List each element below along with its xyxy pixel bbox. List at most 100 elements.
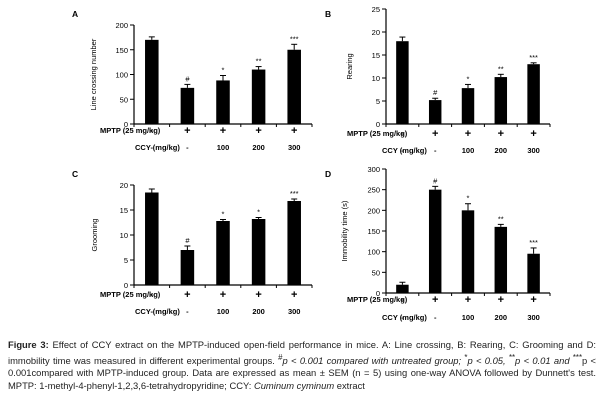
- mptp-value: +: [530, 294, 536, 306]
- significance-marker: ***: [529, 53, 538, 62]
- ccy-value: 200: [252, 143, 265, 152]
- mptp-value: +: [432, 128, 438, 140]
- bar: [145, 39, 159, 124]
- ccy-value: -: [434, 146, 437, 155]
- y-axis-title: Line crossing number: [89, 38, 98, 110]
- mptp-value: -: [401, 295, 404, 304]
- y-tick-label: 150: [115, 46, 128, 55]
- mptp-value: -: [150, 126, 153, 135]
- ccy-value: -: [151, 143, 154, 152]
- mptp-value: -: [401, 129, 404, 138]
- figure-caption: Figure 3: Effect of CCY extract on the M…: [8, 339, 596, 393]
- y-axis-title: Immobility time (s): [340, 200, 349, 261]
- caption-sig3-symbol: **: [508, 352, 516, 362]
- mptp-value: +: [255, 289, 261, 301]
- y-tick-label: 20: [120, 181, 128, 190]
- ccy-value: 100: [217, 307, 230, 316]
- y-tick-label: 300: [367, 165, 380, 174]
- caption-species: Cuminum cyminum: [253, 379, 335, 391]
- bar: [494, 226, 508, 293]
- significance-marker: **: [256, 57, 262, 66]
- ccy-value: 300: [288, 143, 301, 152]
- mptp-row-label: MPTP (25 mg/kg): [100, 290, 161, 299]
- significance-marker: *: [222, 210, 225, 219]
- mptp-row-label: MPTP (25 mg/kg): [347, 129, 408, 138]
- panel-letter: B: [325, 9, 331, 19]
- significance-marker: ***: [529, 238, 538, 247]
- y-tick-label: 5: [124, 256, 128, 265]
- bar: [287, 201, 301, 285]
- mptp-row-label: MPTP (25 mg/kg): [100, 126, 161, 135]
- caption-label: Figure 3:: [8, 339, 49, 350]
- ccy-value: 200: [495, 146, 508, 155]
- ccy-row-label: CCY (mg/kg): [382, 313, 427, 322]
- y-tick-label: 100: [367, 248, 380, 257]
- y-tick-label: 10: [372, 74, 380, 83]
- chart-panel-d: D 0 50 100 150 200 250 300 Immobility time (s) # *…: [325, 165, 551, 322]
- y-tick-label: 100: [115, 71, 128, 80]
- y-tick-label: 50: [372, 268, 380, 277]
- y-tick-label: 0: [376, 289, 380, 298]
- panel-letter: A: [72, 9, 78, 19]
- ccy-value: -: [151, 307, 154, 316]
- y-tick-label: 250: [367, 186, 380, 195]
- significance-marker: #: [185, 74, 190, 83]
- y-tick-label: 0: [124, 281, 128, 290]
- caption-sig4-text: p < 0.001compared with MPTP-induced grou…: [8, 354, 597, 391]
- bar: [251, 69, 266, 124]
- ccy-value: 100: [462, 313, 475, 322]
- y-tick-label: 25: [372, 5, 380, 14]
- significance-marker: ***: [290, 34, 299, 43]
- mptp-value: +: [432, 294, 438, 306]
- mptp-value: +: [220, 125, 226, 137]
- significance-marker: #: [433, 176, 438, 185]
- y-tick-label: 15: [120, 206, 128, 215]
- mptp-value: +: [498, 128, 504, 140]
- bar: [527, 253, 540, 293]
- mptp-value: +: [220, 289, 226, 301]
- significance-marker: *: [257, 208, 260, 217]
- caption-sig1-symbol: #: [278, 352, 283, 362]
- bar: [428, 189, 442, 293]
- bar: [428, 100, 442, 124]
- ccy-value: 300: [527, 146, 540, 155]
- ccy-value: 300: [527, 313, 540, 322]
- significance-marker: ***: [290, 189, 299, 198]
- y-tick-label: 200: [115, 21, 128, 30]
- bar: [216, 221, 230, 285]
- mptp-value: +: [498, 294, 504, 306]
- significance-marker: *: [467, 74, 470, 83]
- caption-text-1: Effect of CCY extract on the MPTP-induce…: [8, 339, 597, 366]
- y-tick-label: 15: [372, 51, 380, 60]
- mptp-row-label: MPTP (25 mg/kg): [347, 295, 408, 304]
- caption-text-end: extract: [334, 379, 365, 391]
- y-axis-title: Grooming: [90, 219, 99, 252]
- bar: [396, 284, 409, 293]
- y-tick-label: 200: [367, 206, 380, 215]
- significance-marker: **: [498, 64, 504, 73]
- mptp-value: +: [465, 128, 471, 140]
- panel-letter: D: [325, 169, 331, 179]
- mptp-value: -: [150, 290, 153, 299]
- bar: [461, 88, 475, 124]
- bar: [251, 219, 266, 285]
- ccy-value: -: [186, 143, 189, 152]
- bar: [180, 87, 195, 124]
- ccy-value: 200: [252, 307, 265, 316]
- bar: [494, 77, 508, 124]
- panel-letter: C: [72, 169, 78, 179]
- y-tick-label: 150: [367, 227, 380, 236]
- caption-sig2-text: p < 0.05,: [467, 354, 509, 366]
- caption-sig3-text: p < 0.01 and: [515, 354, 573, 366]
- y-tick-label: 5: [376, 97, 380, 106]
- y-axis-title: Rearing: [345, 53, 354, 79]
- significance-marker: #: [433, 88, 438, 97]
- caption-sig4-symbol: ***: [572, 352, 583, 362]
- ccy-row-label: CCY (mg/kg): [382, 146, 427, 155]
- mptp-value: +: [184, 289, 190, 301]
- ccy-value: 200: [495, 313, 508, 322]
